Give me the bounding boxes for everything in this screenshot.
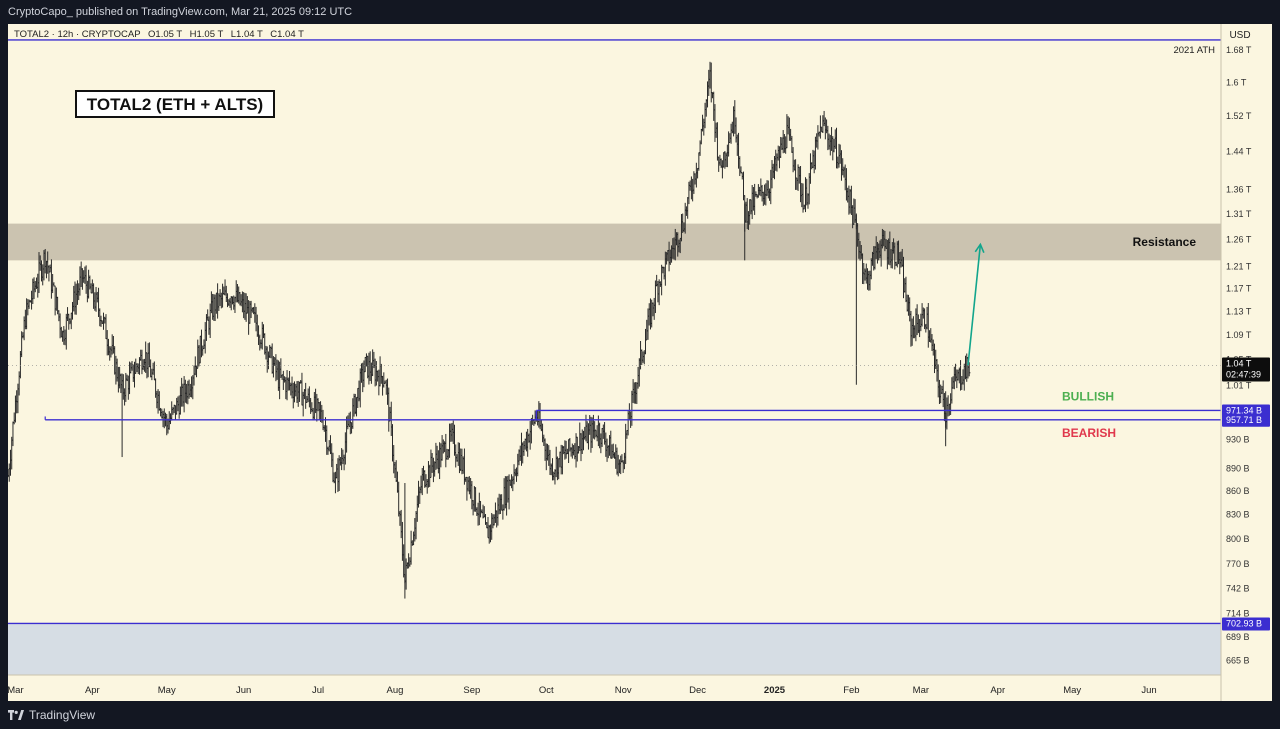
y-tick-label: 1.44 T [1226,147,1252,157]
levels-layer: 2021 ATH [8,39,1221,625]
x-tick-label: Feb [843,685,859,696]
x-tick-label: Dec [689,685,706,696]
y-tick-label: 830 B [1226,510,1250,520]
brand-label: TradingView [29,708,96,722]
x-tick-label: Mar [913,685,929,696]
currency-label: USD [1229,30,1250,41]
x-tick-label: Jul [312,685,324,696]
lower-zone [8,623,1221,675]
x-tick-label: Nov [615,685,632,696]
bearish-label: BEARISH [1062,426,1116,440]
y-tick-label: 930 B [1226,435,1250,445]
ohlc-close: C1.04 T [270,29,304,40]
price-chart[interactable]: 2021 ATH Resistance BULLISH BEARISH 1.68 T… [6,24,1272,701]
x-tick-label: Jun [1141,685,1156,696]
y-axis-ticks: 1.68 T 1.6 T 1.52 T 1.44 T 1.36 T 1.31 T 1.26 … [1222,45,1270,665]
y-tick-label: 742 B [1226,583,1250,593]
publisher-text: CryptoCapo_ published on TradingView.com… [8,6,353,18]
symbol-info: TOTAL2 · 12h · CRYPTOCAP [14,29,140,40]
ohlc-bar [968,362,971,377]
y-tick-label: 890 B [1226,464,1250,474]
x-tick-label: Apr [85,685,100,696]
tradingview-brand[interactable]: TradingView [8,701,95,729]
y-tick-label: 689 B [1226,632,1250,642]
chart-frame[interactable]: 2021 ATH Resistance BULLISH BEARISH 1.68 T… [6,24,1272,701]
y-tick-label: 1.09 T [1226,330,1252,340]
chart-title: TOTAL2 (ETH + ALTS) [87,95,263,114]
y-tick-label: 1.26 T [1226,235,1252,245]
x-tick-label: Aug [387,685,404,696]
ohlc-high: H1.05 T [190,29,224,40]
ohlc-low: L1.04 T [231,29,263,40]
svg-text:02:47:39: 02:47:39 [1226,369,1261,379]
resistance-zone [8,223,1221,261]
resistance-label: Resistance [1133,235,1197,249]
y-tick-label: 1.17 T [1226,283,1252,293]
candles-layer [6,61,971,599]
y-tick-label: 1.36 T [1226,184,1252,194]
tradingview-logo-icon [8,710,24,720]
y-tick-label: 1.01 T [1226,380,1252,390]
y-tick-label: 665 B [1226,655,1250,665]
y-tick-label: 800 B [1226,534,1250,544]
y-tick-label: 1.21 T [1226,261,1252,271]
ath-label: 2021 ATH [1173,45,1215,56]
x-tick-label: Jun [236,685,251,696]
y-tick-label: 860 B [1226,486,1250,496]
footer-bar: TradingView [0,701,1280,729]
zones-layer [8,223,1221,675]
x-tick-label: Oct [539,685,554,696]
y-tick-label: 770 B [1226,559,1250,569]
x-tick-label: Apr [990,685,1005,696]
svg-text:971.34 B: 971.34 B [1226,405,1262,415]
symbol-legend[interactable]: TOTAL2 · 12h · CRYPTOCAP O1.05 T H1.05 T… [14,29,304,40]
y-tick-label: 1.68 T [1226,45,1252,55]
publisher-header: CryptoCapo_ published on TradingView.com… [0,0,1280,24]
y-tick-label: 1.6 T [1226,77,1247,87]
annotations-layer: Resistance BULLISH BEARISH [8,235,1221,440]
x-tick-label: Mar [8,685,24,696]
y-tick-label: 1.52 T [1226,111,1252,121]
ohlc-open: O1.05 T [148,29,182,40]
y-tick-label: 714 B [1226,609,1250,619]
svg-text:702.93 B: 702.93 B [1226,618,1262,628]
svg-text:957.71 B: 957.71 B [1226,415,1262,425]
ohlc-bar [716,122,719,161]
y-tick-label: 1.31 T [1226,209,1252,219]
x-tick-label: May [158,685,176,696]
x-axis-ticks: Mar Apr May Jun Jul Aug Sep Oct Nov Dec 2025 Feb Mar… [7,685,1156,696]
level-957-tag: 957.71 B [1222,413,1270,427]
currency-button[interactable]: USD [1222,25,1270,43]
bullish-arrow [967,242,985,366]
x-tick-label: 2025 [764,685,786,696]
bullish-label: BULLISH [1062,389,1114,403]
y-tick-label: 1.13 T [1226,306,1252,316]
level-702-tag: 702.93 B [1222,617,1270,631]
x-tick-label: Sep [463,685,480,696]
last-price-tag: 1.04 T02:47:39 [1222,357,1270,382]
svg-text:1.04 T: 1.04 T [1226,358,1252,368]
chart-title-box: TOTAL2 (ETH + ALTS) [75,90,275,118]
x-tick-label: May [1063,685,1081,696]
